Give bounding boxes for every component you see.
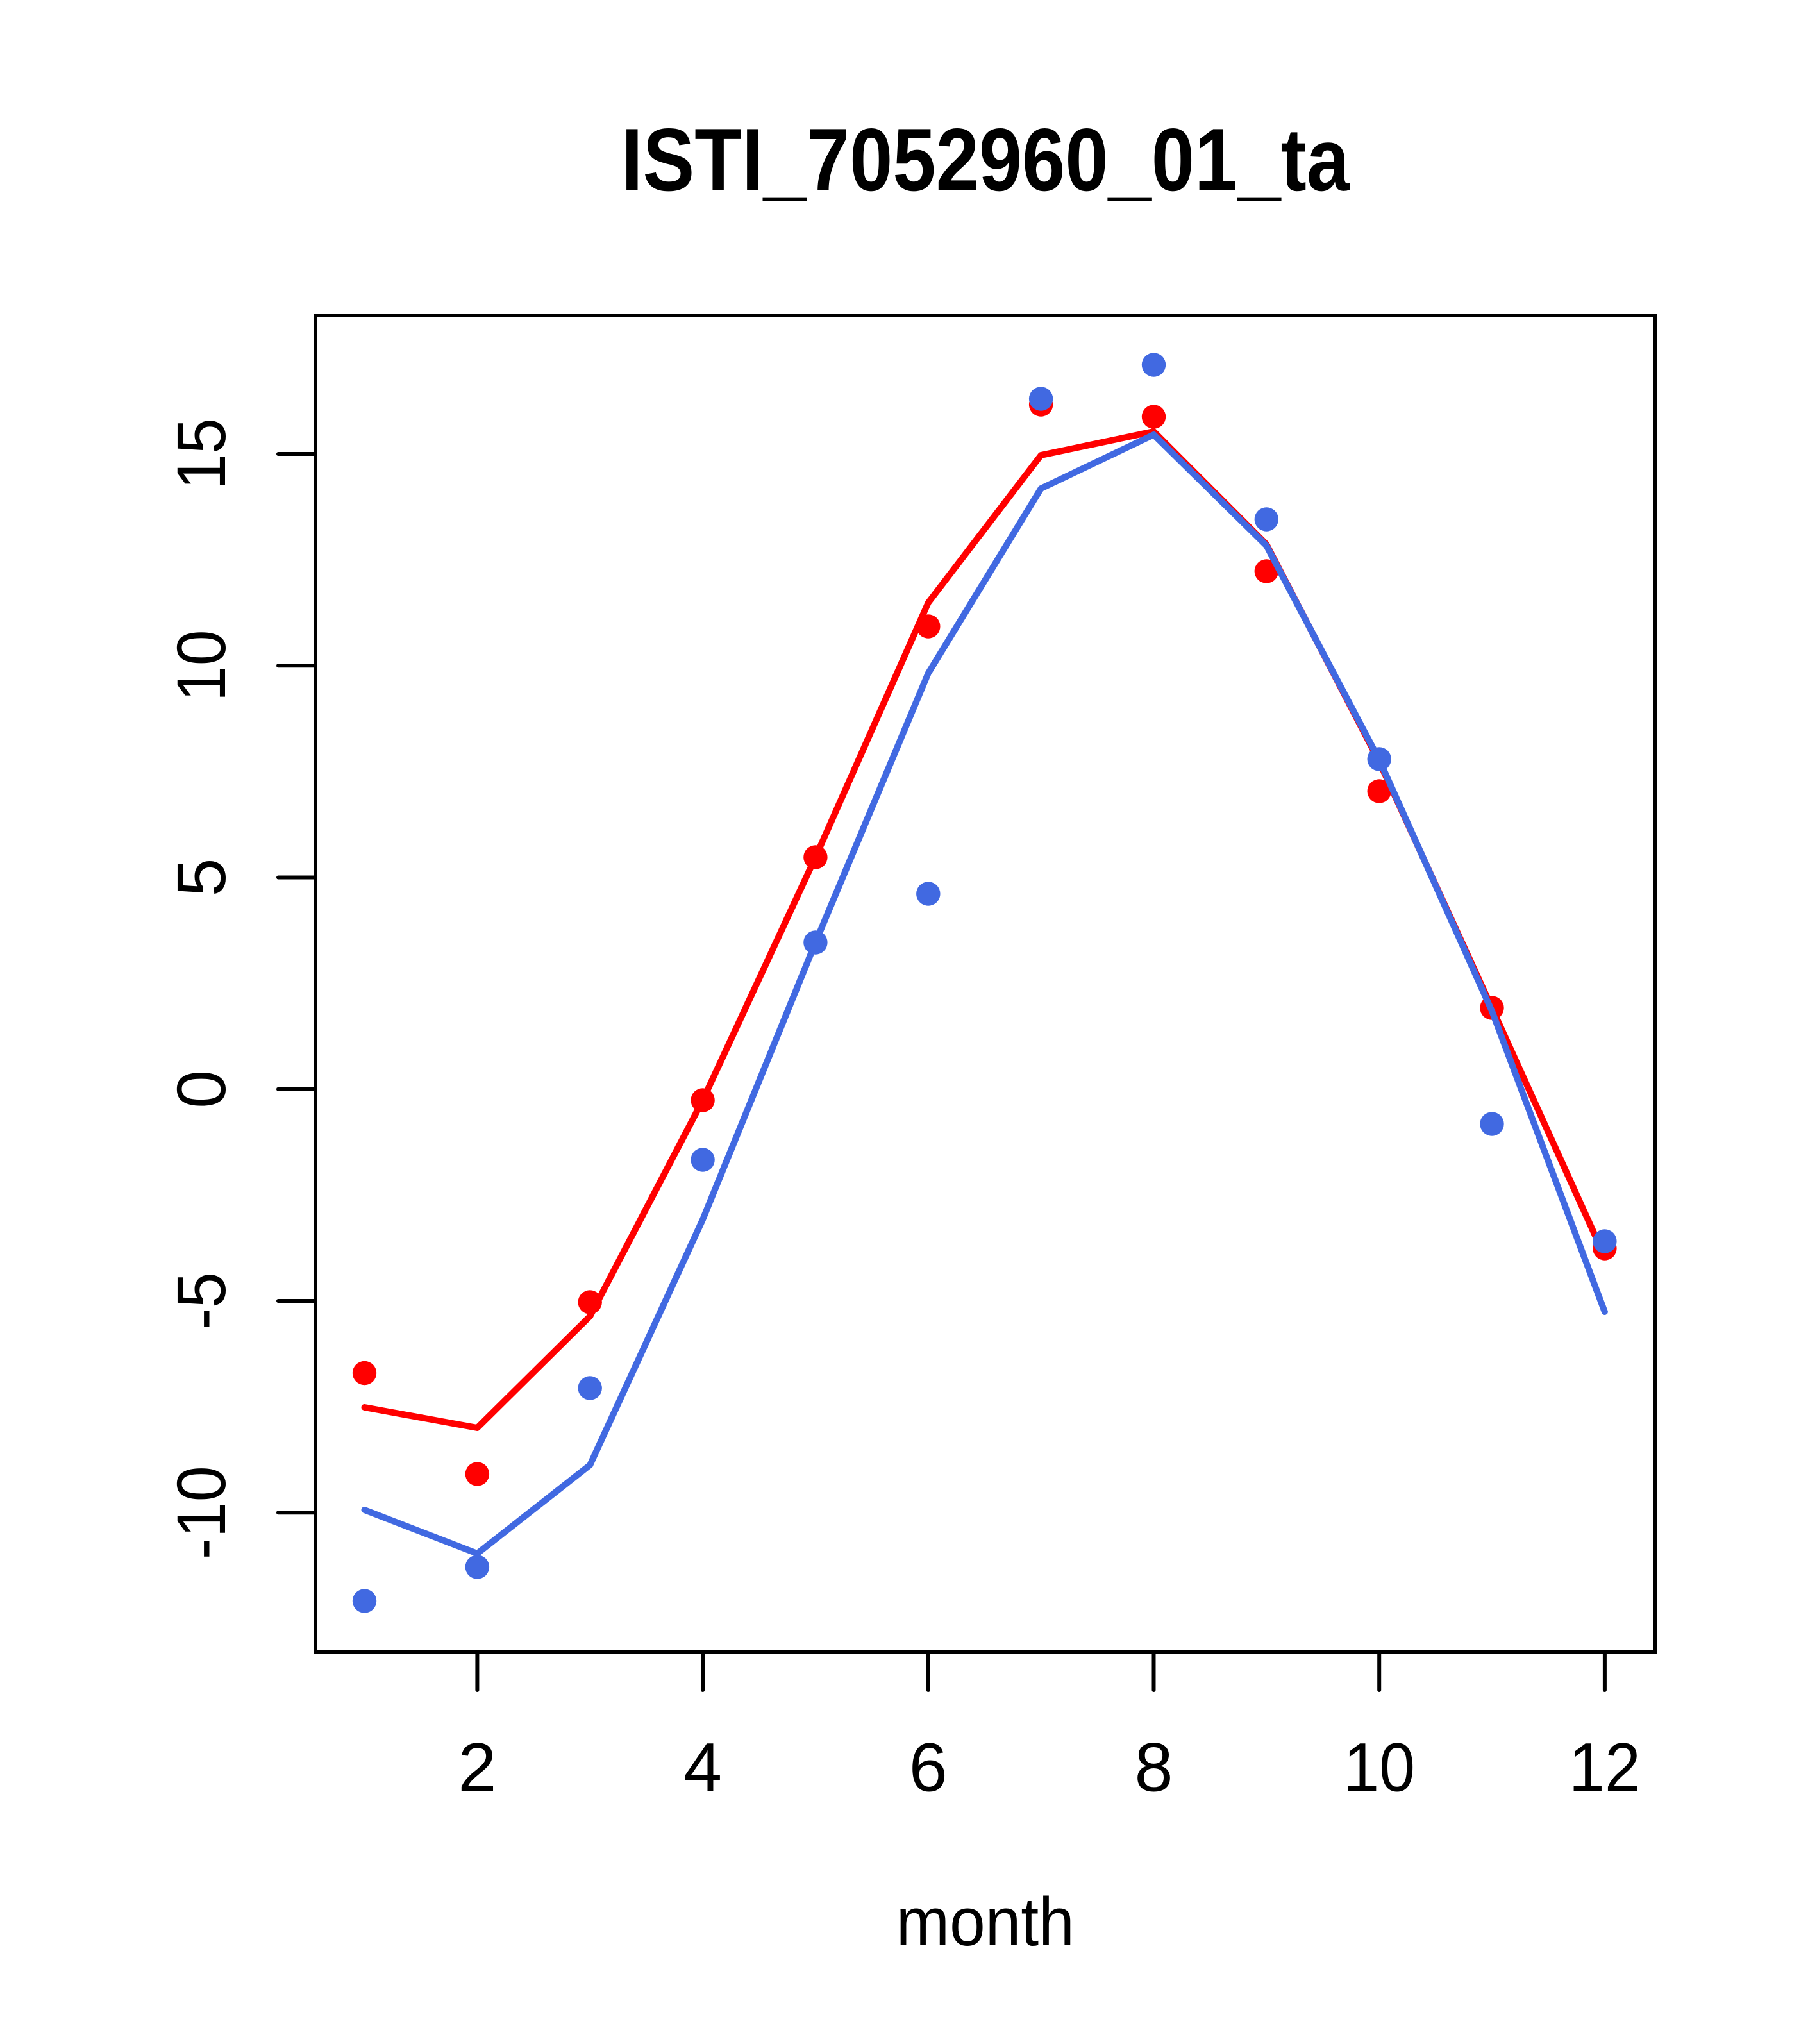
svg-text:month: month: [896, 1883, 1075, 1960]
svg-text:-10: -10: [162, 1466, 240, 1559]
svg-text:8: 8: [1134, 1729, 1173, 1806]
svg-text:4: 4: [683, 1729, 722, 1806]
svg-text:0: 0: [162, 1070, 240, 1109]
svg-text:6: 6: [909, 1729, 948, 1806]
svg-text:ISTI_7052960_01_ta: ISTI_7052960_01_ta: [621, 110, 1350, 210]
svg-text:10: 10: [162, 630, 240, 701]
svg-text:2: 2: [458, 1729, 496, 1806]
svg-text:15: 15: [162, 418, 240, 490]
svg-text:12: 12: [1569, 1729, 1641, 1806]
svg-text:-5: -5: [162, 1272, 240, 1330]
svg-text:5: 5: [162, 858, 240, 896]
svg-text:10: 10: [1343, 1729, 1415, 1806]
